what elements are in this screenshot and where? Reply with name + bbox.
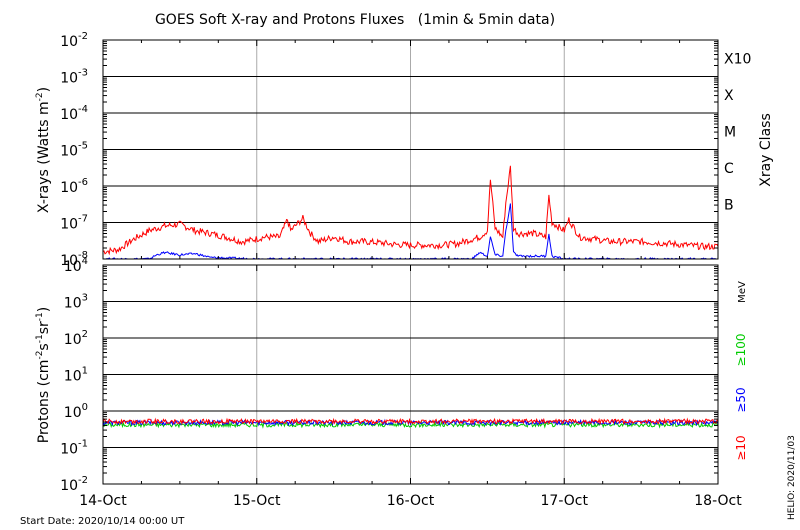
xray-class-label: B bbox=[724, 197, 734, 213]
xray-ylabel-exp: -2 bbox=[35, 92, 45, 101]
xray-right-label: Xray Class bbox=[758, 113, 774, 187]
protons-y-axis-label: Protons (cm-2s-1sr-1) bbox=[35, 307, 52, 443]
x-tick-label: 17-Oct bbox=[541, 493, 589, 509]
protons-ylabel-exp-1: -2 bbox=[35, 351, 45, 360]
xray-y-tick-label: 10-6 bbox=[60, 177, 88, 196]
xray-ylabel-close: ) bbox=[36, 87, 52, 92]
protons-ylabel-close: ) bbox=[36, 307, 52, 312]
protons-y-tick-label: 10-1 bbox=[60, 439, 88, 458]
proton-legend-label: ≥50 bbox=[734, 387, 748, 412]
xray-class-label: X10 bbox=[724, 51, 751, 67]
x-tick-label: 14-Oct bbox=[79, 493, 127, 509]
xray-y-tick-label: 10-7 bbox=[60, 214, 88, 233]
proton-legend-label: ≥100 bbox=[734, 334, 748, 367]
protons-y-tick-label: 10-2 bbox=[60, 475, 88, 494]
protons-y-tick-label: 101 bbox=[64, 366, 88, 385]
xray-ylabel-main: X-rays (Watts m bbox=[36, 101, 52, 213]
protons-ylabel-exp-2: -1 bbox=[35, 334, 45, 343]
helio-date: HELIO: 2020/11/03 bbox=[787, 435, 797, 520]
xray-y-tick-label: 10-4 bbox=[60, 104, 88, 123]
xray-y-tick-label: 10-2 bbox=[60, 31, 88, 50]
proton-series-line-2 bbox=[102, 417, 719, 426]
xray-y-tick-label: 10-8 bbox=[60, 250, 88, 269]
xray-series-line-0 bbox=[102, 165, 719, 256]
xray-class-label: X bbox=[724, 88, 734, 104]
protons-y-tick-label: 104 bbox=[64, 256, 88, 275]
proton-legend-label: ≥10 bbox=[734, 435, 748, 460]
xray-y-tick-label: 10-5 bbox=[60, 141, 88, 160]
protons-y-tick-label: 100 bbox=[64, 402, 88, 421]
proton-series-line-1 bbox=[102, 418, 719, 427]
xray-panel: 10-2 10-3 10-4 10-5 10-6 10-7 10-8 X10 X M C B X-r… bbox=[35, 31, 774, 269]
protons-ylabel-exp-3: -1 bbox=[35, 312, 45, 321]
xray-y-tick-label: 10-3 bbox=[60, 68, 88, 87]
protons-y-tick-label: 103 bbox=[64, 293, 88, 312]
x-tick-label: 16-Oct bbox=[387, 493, 435, 509]
chart-title: GOES Soft X-ray and Protons Fluxes (1min… bbox=[155, 12, 555, 28]
xray-class-label: C bbox=[724, 161, 734, 177]
mev-label: MeV bbox=[737, 281, 748, 303]
x-tick-label: 18-Oct bbox=[694, 493, 742, 509]
protons-ylabel-s: s bbox=[36, 343, 52, 350]
xray-y-axis-label: X-rays (Watts m-2) bbox=[35, 87, 52, 213]
xray-class-label: M bbox=[724, 124, 736, 140]
protons-ylabel-main: Protons (cm bbox=[36, 360, 52, 444]
protons-y-tick-label: 102 bbox=[64, 329, 88, 348]
protons-ylabel-sr: sr bbox=[36, 321, 52, 334]
proton-series-line-0 bbox=[102, 420, 719, 429]
x-tick-label: 15-Oct bbox=[233, 493, 281, 509]
start-date: Start Date: 2020/10/14 00:00 UT bbox=[20, 516, 185, 527]
